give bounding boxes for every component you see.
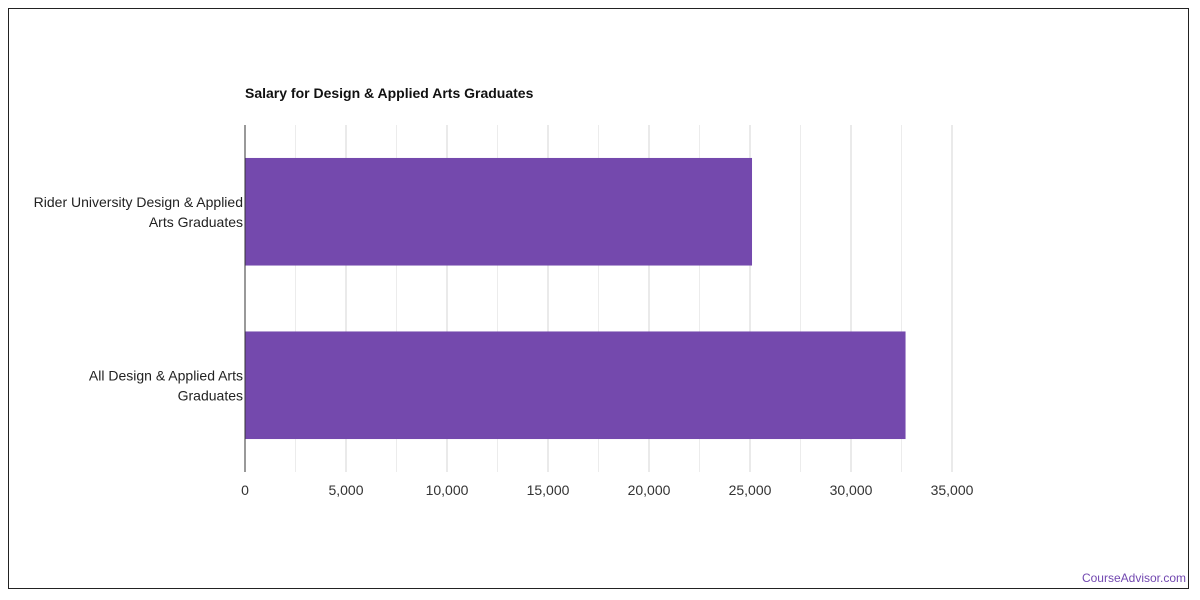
x-tick-label: 30,000: [830, 482, 873, 498]
category-label: All Design & Applied Arts: [89, 367, 243, 383]
category-label: Rider University Design & Applied: [34, 194, 243, 210]
bar: [245, 331, 906, 440]
x-tick-label: 20,000: [628, 482, 671, 498]
bar: [245, 157, 753, 266]
x-tick-label: 0: [241, 482, 249, 498]
chart-title: Salary for Design & Applied Arts Graduat…: [245, 85, 534, 101]
x-tick-label: 10,000: [426, 482, 469, 498]
x-tick-label: 5,000: [328, 482, 363, 498]
x-tick-label: 15,000: [527, 482, 570, 498]
category-label: Arts Graduates: [149, 214, 243, 230]
x-tick-label: 25,000: [729, 482, 772, 498]
x-tick-label: 35,000: [931, 482, 974, 498]
category-label: Graduates: [178, 387, 243, 403]
brand-link[interactable]: CourseAdvisor.com: [1081, 571, 1186, 585]
